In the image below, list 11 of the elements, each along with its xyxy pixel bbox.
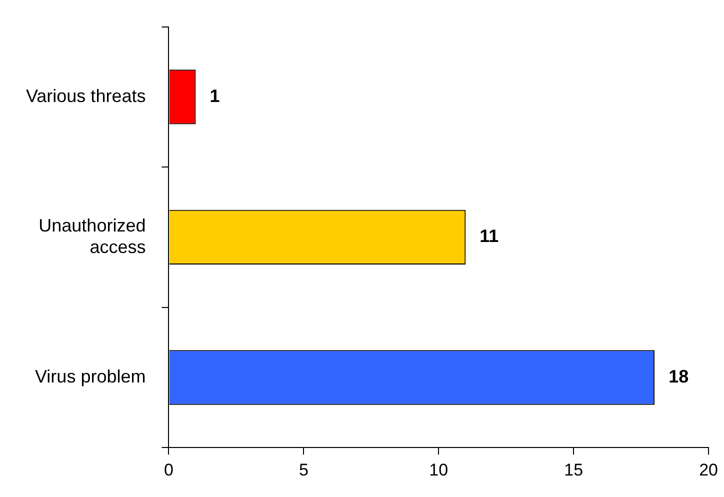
x-tick-label: 20 <box>699 460 718 480</box>
data-label: 18 <box>668 366 689 386</box>
y-tick-label: Virus problem <box>35 366 146 386</box>
data-label: 11 <box>480 226 499 246</box>
x-tick-label: 15 <box>564 460 584 480</box>
y-tick-label: Various threats <box>26 86 146 106</box>
y-tick-label: Unauthorized access <box>38 215 146 257</box>
x-tick-label: 0 <box>164 460 174 480</box>
x-tick-label: 10 <box>429 460 448 480</box>
x-tick-label: 5 <box>298 460 308 480</box>
data-label: 1 <box>210 86 220 106</box>
